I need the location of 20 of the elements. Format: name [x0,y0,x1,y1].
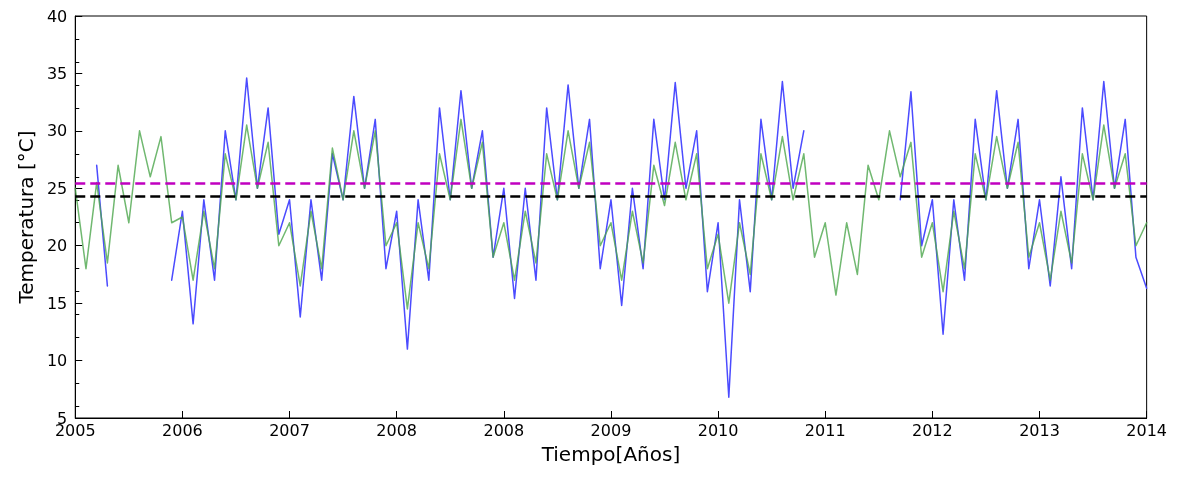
x-tick-label: 2014 [1126,420,1167,440]
x-tick-label: 2012 [912,420,953,440]
x-tick-label: 2008 [483,420,525,440]
line-series [74,118,1148,310]
y-tick-label: 30 [46,121,68,141]
x-tick-label: 2010 [697,420,739,440]
x-tick-label: 2011 [804,420,846,440]
x-tick-label: 2008 [376,420,418,440]
x-axis-title: Tiempo[Años] [540,442,681,466]
y-tick-label: 35 [46,63,68,83]
x-tick-label: 2007 [269,420,310,440]
x-tick-label: 2006 [162,420,203,440]
x-tick-label: 2013 [1019,420,1060,440]
y-tick-label: 15 [46,293,68,313]
x-tick-label: 2009 [590,420,632,440]
y-tick-label: 10 [46,351,68,371]
y-tick-label: 25 [46,178,68,198]
y-axis-title: Temperatura [°C] [14,130,38,305]
y-tick-label: 40 [46,6,68,26]
y-tick-label: 20 [46,236,68,256]
